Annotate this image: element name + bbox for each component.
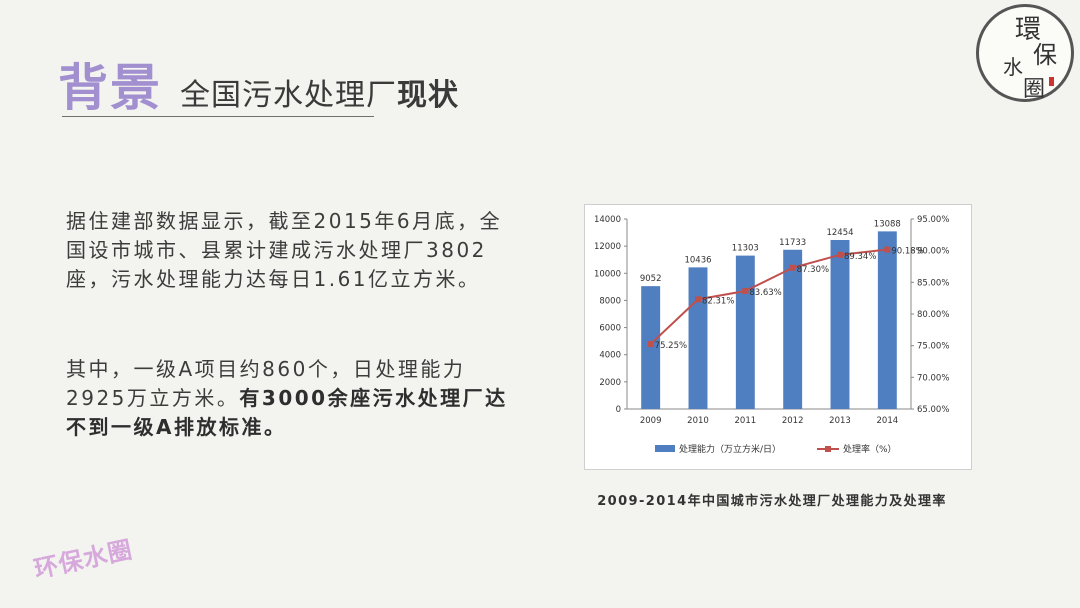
legend-swatch-marker bbox=[825, 446, 831, 452]
legend-label-bars: 处理能力（万立方米/日） bbox=[679, 443, 781, 455]
para2-plain: 其中，一级A项目约860个，日处理能力2925万立方米。 bbox=[66, 357, 466, 410]
bar-data-label: 11733 bbox=[779, 238, 806, 248]
logo-char: 水 bbox=[1003, 55, 1023, 79]
x-tick-label: 2009 bbox=[640, 416, 662, 426]
chart-caption: 2009-2014年中国城市污水处理厂处理能力及处理率 bbox=[597, 494, 947, 509]
rate-data-label: 82.31% bbox=[702, 296, 734, 306]
y-tick-right-label: 90.00% bbox=[917, 247, 949, 257]
legend-swatch-bars bbox=[655, 445, 675, 452]
bar-data-label: 11303 bbox=[732, 244, 759, 254]
bar bbox=[830, 239, 850, 409]
bar bbox=[688, 267, 708, 409]
y-tick-left-label: 2000 bbox=[599, 378, 621, 388]
bar-data-label: 13088 bbox=[874, 219, 901, 229]
logo-seal bbox=[1049, 77, 1054, 86]
title-subtitle: 全国污水处理厂现状 bbox=[180, 70, 459, 114]
rate-point bbox=[647, 341, 654, 348]
bar-data-label: 9052 bbox=[640, 274, 662, 284]
y-tick-right-label: 80.00% bbox=[917, 310, 949, 320]
y-tick-left-label: 8000 bbox=[599, 296, 621, 306]
bar bbox=[641, 286, 661, 409]
y-tick-left-label: 0 bbox=[616, 405, 621, 415]
y-tick-right-label: 70.00% bbox=[917, 373, 949, 383]
y-tick-right-label: 65.00% bbox=[917, 405, 949, 415]
subtitle-plain: 全国污水处理厂 bbox=[180, 78, 397, 113]
body-paragraph-2: 其中，一级A项目约860个，日处理能力2925万立方米。有3000余座污水处理厂… bbox=[66, 355, 516, 442]
rate-data-label: 89.34% bbox=[844, 252, 876, 262]
y-tick-right-label: 95.00% bbox=[917, 215, 949, 225]
y-tick-right-label: 85.00% bbox=[917, 278, 949, 288]
bar bbox=[735, 255, 755, 409]
rate-data-label: 83.63% bbox=[749, 288, 781, 298]
title-main: 背景 bbox=[58, 59, 162, 117]
x-tick-label: 2012 bbox=[782, 416, 804, 426]
y-tick-right-label: 75.00% bbox=[917, 342, 949, 352]
para2-bold: 有3000余座污水处理厂达不到一级A排放标准。 bbox=[66, 386, 508, 439]
combo-chart: 0 2000 4000 6000 8000 10000 12000 14000 65.00% 70… bbox=[594, 215, 949, 455]
y-tick-left-label: 14000 bbox=[594, 215, 621, 225]
logo-char: 環 bbox=[1015, 15, 1042, 45]
bar bbox=[877, 231, 897, 409]
slide-title: 背景 全国污水处理厂现状 bbox=[58, 48, 459, 120]
logo-char: 圈 bbox=[1023, 77, 1046, 102]
subtitle-bold: 现状 bbox=[397, 78, 459, 113]
rate-point bbox=[837, 251, 843, 258]
x-tick-label: 2010 bbox=[687, 416, 709, 426]
brand-logo: 環 保 水 圈 bbox=[976, 4, 1074, 102]
logo-char: 保 bbox=[1033, 41, 1057, 69]
legend-label-line: 处理率（%） bbox=[843, 443, 897, 455]
rate-data-label: 90.18% bbox=[891, 247, 923, 257]
bar-data-label: 10436 bbox=[684, 255, 711, 265]
title-divider bbox=[62, 116, 374, 117]
x-tick-label: 2014 bbox=[877, 416, 899, 426]
x-tick-label: 2011 bbox=[735, 416, 757, 426]
rate-line bbox=[649, 248, 888, 345]
rate-point bbox=[695, 296, 701, 303]
rate-point bbox=[742, 288, 749, 295]
x-tick-label: 2013 bbox=[829, 416, 851, 426]
y-tick-left-label: 10000 bbox=[594, 269, 621, 279]
watermark: 环保水圈 bbox=[31, 535, 136, 584]
rate-point bbox=[789, 264, 796, 271]
rate-data-label: 87.30% bbox=[797, 265, 829, 275]
y-tick-left-label: 4000 bbox=[599, 351, 621, 361]
y-tick-left-label: 6000 bbox=[599, 324, 621, 334]
body-paragraph-1: 据住建部数据显示，截至2015年6月底，全国设市城市、县累计建成污水处理厂380… bbox=[66, 209, 503, 291]
bar bbox=[783, 249, 803, 409]
rate-data-label: 75.25% bbox=[655, 341, 687, 351]
rate-point bbox=[884, 246, 891, 253]
y-tick-left-label: 12000 bbox=[594, 242, 621, 252]
chart-container: 0 2000 4000 6000 8000 10000 12000 14000 65.00% 70… bbox=[584, 204, 972, 470]
bar-data-label: 12454 bbox=[826, 228, 853, 238]
